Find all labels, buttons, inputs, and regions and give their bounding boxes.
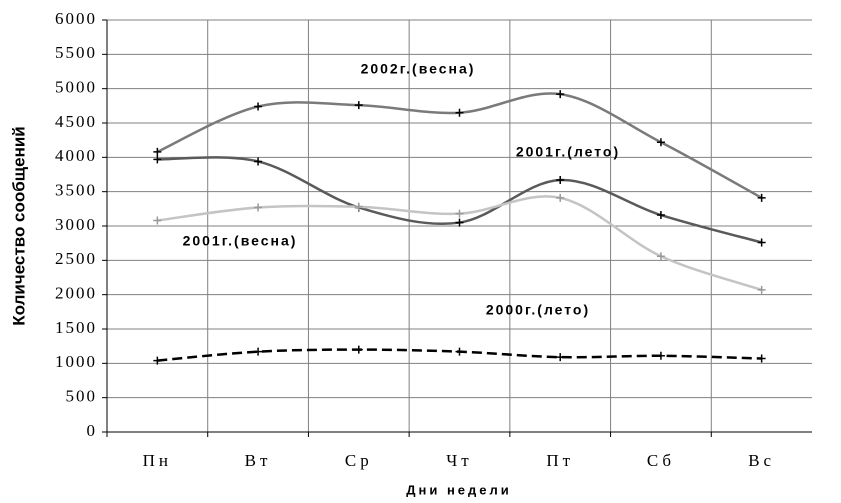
point-marker bbox=[556, 90, 565, 99]
point-marker bbox=[254, 157, 263, 166]
point-marker bbox=[656, 138, 665, 147]
series-label: 2001г.(весна) bbox=[183, 233, 298, 249]
y-tick-label: 4000 bbox=[55, 146, 97, 165]
y-axis-label: Количество сообщений bbox=[9, 126, 28, 326]
point-marker bbox=[757, 354, 766, 363]
point-marker bbox=[153, 356, 162, 365]
y-tick-label: 3500 bbox=[55, 181, 97, 200]
y-tick-label: 2500 bbox=[55, 249, 97, 268]
point-marker bbox=[455, 218, 464, 227]
series-label: 2001г.(лето) bbox=[516, 144, 620, 160]
y-tick-label: 5500 bbox=[55, 43, 97, 62]
point-marker bbox=[354, 345, 363, 354]
point-marker bbox=[656, 211, 665, 220]
y-tick-label: 0 bbox=[87, 421, 98, 440]
series-label: 2002г.(весна) bbox=[361, 61, 476, 77]
x-tick-label: Сб bbox=[647, 451, 675, 470]
point-marker bbox=[455, 347, 464, 356]
point-marker bbox=[556, 193, 565, 202]
x-tick-label: Чт bbox=[446, 451, 472, 470]
series-line bbox=[157, 156, 762, 244]
point-marker bbox=[354, 202, 363, 211]
y-tick-label: 3000 bbox=[55, 215, 97, 234]
series-label: 2000г.(лето) bbox=[486, 302, 590, 318]
point-marker bbox=[556, 175, 565, 184]
point-marker bbox=[254, 347, 263, 356]
point-marker bbox=[153, 147, 162, 156]
point-marker bbox=[153, 155, 162, 164]
x-tick-label: Пн bbox=[143, 451, 172, 470]
y-tick-label: 6000 bbox=[55, 9, 97, 28]
point-marker bbox=[757, 193, 766, 202]
y-tick-label: 5000 bbox=[55, 78, 97, 97]
x-tick-label: Вт bbox=[245, 451, 272, 470]
point-marker bbox=[556, 353, 565, 362]
point-marker bbox=[254, 102, 263, 111]
point-marker bbox=[455, 209, 464, 218]
point-marker bbox=[757, 285, 766, 294]
point-marker bbox=[153, 216, 162, 225]
x-tick-label: Вс bbox=[748, 451, 775, 470]
y-tick-label: 1000 bbox=[55, 352, 97, 371]
y-tick-label: 500 bbox=[66, 387, 98, 406]
point-marker bbox=[354, 101, 363, 110]
x-tick-label: Ср bbox=[345, 451, 373, 470]
x-tick-label: Пт bbox=[546, 451, 574, 470]
y-tick-label: 2000 bbox=[55, 284, 97, 303]
y-tick-label: 1500 bbox=[55, 318, 97, 337]
x-axis-label: Дни недели bbox=[406, 482, 512, 497]
point-marker bbox=[656, 351, 665, 360]
point-marker bbox=[254, 203, 263, 212]
point-marker bbox=[455, 108, 464, 117]
point-marker bbox=[757, 238, 766, 247]
y-tick-label: 4500 bbox=[55, 112, 97, 131]
point-marker bbox=[656, 252, 665, 261]
